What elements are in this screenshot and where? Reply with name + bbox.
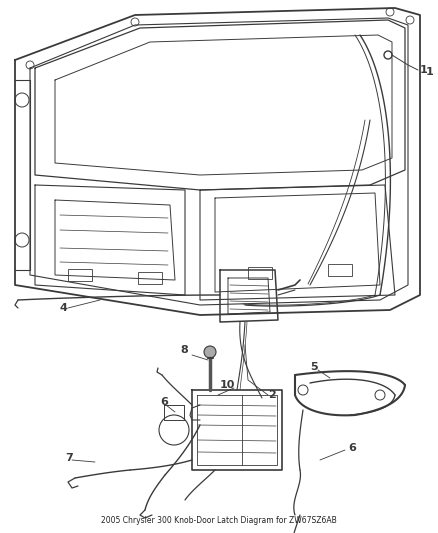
Text: 7: 7 [65, 453, 73, 463]
Circle shape [384, 51, 392, 59]
Text: 2005 Chrysler 300 Knob-Door Latch Diagram for ZW67SZ6AB: 2005 Chrysler 300 Knob-Door Latch Diagra… [101, 516, 337, 525]
Text: 4: 4 [60, 303, 68, 313]
Bar [68, 269, 92, 281]
Text: 8: 8 [180, 345, 188, 355]
Text: 2: 2 [268, 390, 276, 400]
Text: 10: 10 [220, 380, 235, 390]
Text: 6: 6 [348, 443, 356, 453]
Text: 5: 5 [310, 362, 318, 372]
Text: 6: 6 [160, 397, 168, 407]
Bar [138, 272, 162, 284]
Text: 1: 1 [426, 67, 434, 77]
Bar [248, 267, 272, 279]
Circle shape [375, 390, 385, 400]
Circle shape [204, 346, 216, 358]
Text: 1: 1 [420, 65, 428, 75]
Circle shape [298, 385, 308, 395]
Bar [328, 264, 352, 276]
